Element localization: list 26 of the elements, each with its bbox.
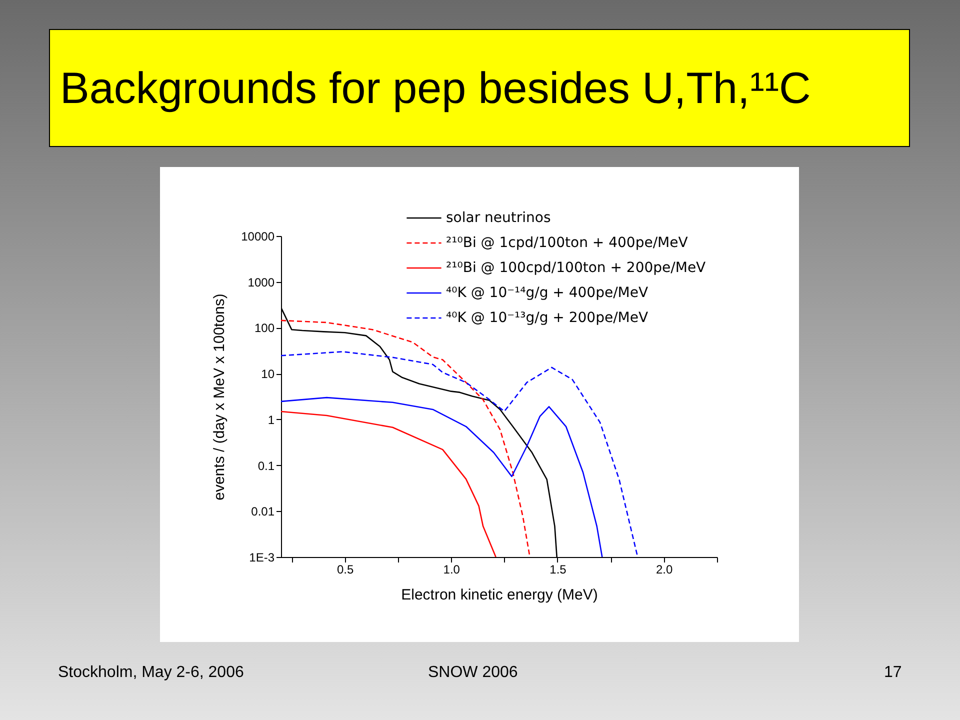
text: Stockholm, May 2-6, 2006 bbox=[58, 664, 245, 682]
y-tick-label: 10 bbox=[261, 367, 275, 382]
text: 17 bbox=[884, 664, 902, 682]
x-axis-title: Electron kinetic energy (MeV) bbox=[401, 586, 598, 604]
y-axis-title: events / (day x MeV x 100tons) bbox=[211, 294, 228, 500]
line-series bbox=[281, 351, 638, 557]
line-series bbox=[281, 410, 496, 557]
legend-label: ²¹⁰Bi @ 100cpd/100ton + 200pe/MeV bbox=[446, 260, 706, 276]
x-tick-label: 2.0 bbox=[656, 562, 673, 576]
y-tick-label: 1 bbox=[268, 412, 275, 427]
legend-label: ²¹⁰Bi @ 1cpd/100ton + 400pe/MeV bbox=[446, 235, 688, 251]
x-tick-label: 0.5 bbox=[336, 562, 354, 576]
y-tick-label: 10000 bbox=[241, 230, 275, 244]
y-tick-label: 0.1 bbox=[258, 458, 275, 473]
legend-label: solar neutrinos bbox=[446, 210, 551, 226]
legend-label: ⁴⁰K @ 10⁻¹⁴g/g + 400pe/MeV bbox=[446, 285, 648, 301]
y-tick-label: 0.01 bbox=[251, 504, 275, 519]
line-series bbox=[281, 396, 603, 557]
legend-label: ⁴⁰K @ 10⁻¹³g/g + 200pe/MeV bbox=[446, 310, 648, 326]
y-tick-label: 100 bbox=[254, 321, 275, 336]
x-tick-label: 1.0 bbox=[443, 562, 460, 576]
y-tick-label: 1E-3 bbox=[249, 550, 275, 564]
y-tick-label: 1000 bbox=[248, 275, 275, 290]
chart-title: Backgrounds for pep besides U,Th,¹¹C bbox=[60, 64, 811, 114]
text: SNOW 2006 bbox=[428, 664, 518, 682]
x-tick-label: 1.5 bbox=[550, 562, 567, 576]
